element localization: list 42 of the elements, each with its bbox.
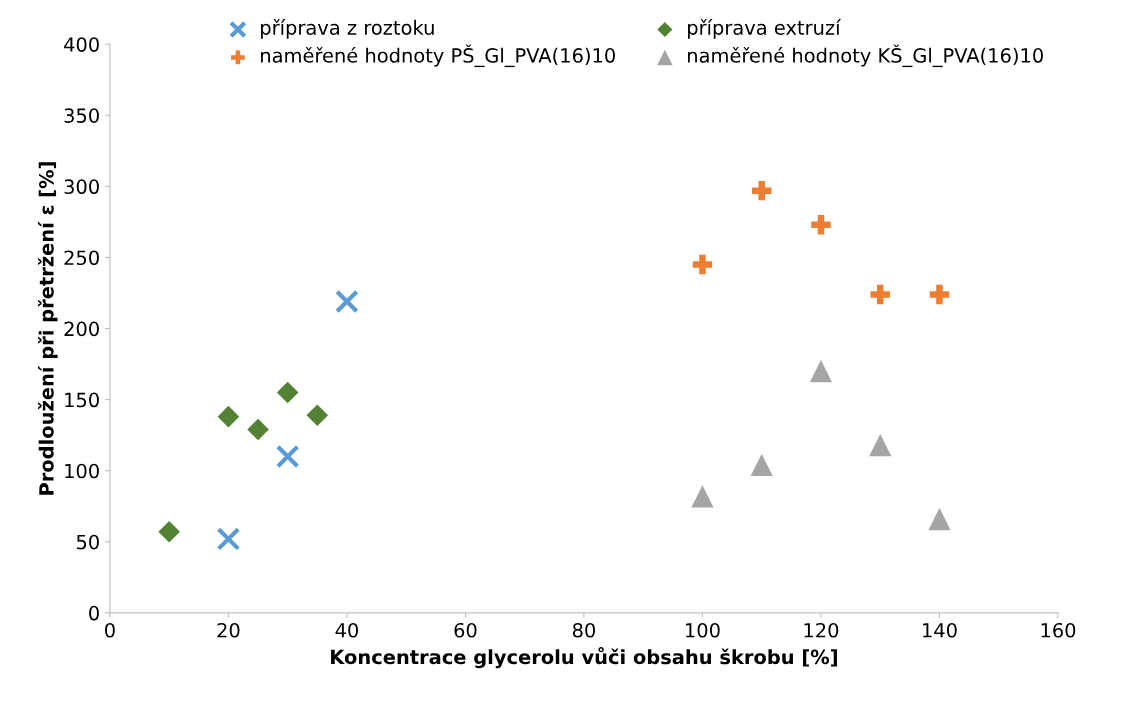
point	[335, 289, 359, 314]
legend-label: příprava extruzí	[688, 19, 842, 39]
x-axis-title: Koncentrace glycerolu vůči obsahu škrobu [%]	[331, 646, 837, 669]
point	[275, 444, 300, 469]
y-tick-label: 0	[89, 605, 99, 621]
legend-label: naměřené hodnoty KŠ_Gl_PVA(16)10	[688, 44, 1043, 68]
point	[276, 381, 299, 404]
legend-label: příprava z roztoku	[261, 19, 434, 39]
x-tick-label: 160	[1041, 622, 1076, 638]
x-tick-label: 140	[923, 622, 957, 638]
y-tick-label: 150	[65, 392, 99, 408]
y-tick-label: 200	[64, 321, 99, 337]
point	[870, 284, 890, 305]
legend-label: naměřené hodnoty PŠ_Gl_PVA(16)10	[261, 44, 615, 68]
point	[929, 284, 950, 305]
y-tick-label: 100	[65, 463, 99, 479]
y-tick-label: 250	[64, 250, 99, 266]
point	[809, 360, 833, 383]
point	[217, 405, 240, 428]
point	[928, 507, 951, 531]
y-tick-label: 50	[76, 534, 99, 550]
x-tick-label: 120	[804, 622, 839, 638]
y-tick-label: 300	[64, 179, 99, 195]
x-tick-label: 100	[686, 622, 720, 638]
point	[869, 433, 892, 457]
point	[811, 215, 831, 235]
point	[247, 418, 269, 441]
point	[692, 254, 713, 275]
point	[691, 485, 714, 508]
x-tick-label: 20	[217, 622, 240, 638]
point	[751, 180, 772, 201]
x-tick-label: 80	[572, 622, 596, 638]
point	[306, 404, 329, 427]
point	[158, 521, 180, 543]
y-axis-title: Prodloužení při přetržení ε [%]	[37, 162, 58, 495]
x-tick-label: 0	[105, 622, 115, 638]
point	[216, 527, 241, 551]
y-tick-label: 350	[64, 108, 99, 123]
y-tick-label: 400	[64, 37, 99, 52]
point	[750, 453, 773, 477]
x-tick-label: 60	[454, 622, 477, 638]
x-tick-label: 40	[335, 622, 359, 638]
